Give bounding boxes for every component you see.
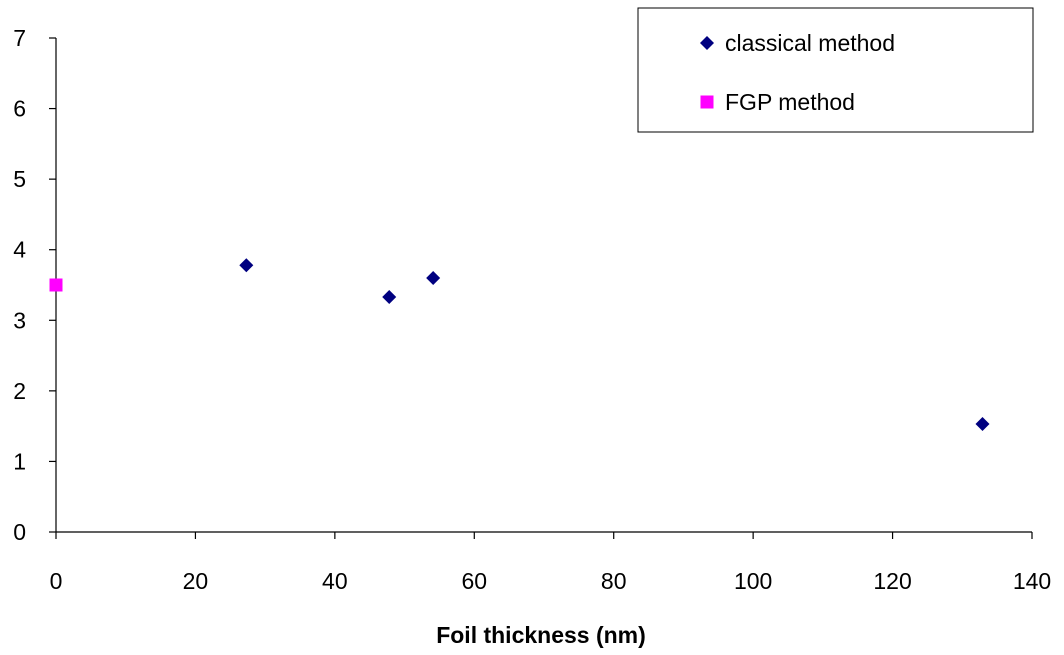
y-tick-label: 3	[13, 307, 26, 333]
fgp-method-point	[49, 278, 63, 292]
legend-box	[637, 7, 1034, 133]
x-tick-label: 120	[873, 568, 911, 594]
x-tick-label: 60	[461, 568, 487, 594]
classical-method-point	[239, 258, 254, 273]
legend: classical method FGP method	[637, 7, 1034, 133]
x-tick-label: 20	[183, 568, 209, 594]
classical-method-point	[975, 417, 990, 432]
y-tick-label: 5	[13, 166, 26, 192]
x-tick-label: 40	[322, 568, 348, 594]
y-tick-label: 4	[13, 237, 26, 263]
x-ticks: 0 20 40 60 80 100 120 140	[50, 532, 1051, 594]
y-tick-label: 1	[13, 448, 26, 474]
y-tick-label: 2	[13, 378, 26, 404]
classical-method-point	[382, 289, 397, 304]
data-points	[49, 258, 990, 432]
x-axis-title: Foil thickness (nm)	[436, 622, 646, 648]
x-tick-label: 0	[50, 568, 63, 594]
y-tick-label: 6	[13, 96, 26, 122]
classical-method-point	[426, 270, 441, 285]
legend-label: classical method	[725, 30, 895, 56]
x-tick-label: 100	[734, 568, 772, 594]
x-tick-label: 140	[1013, 568, 1051, 594]
y-tick-label: 7	[13, 25, 26, 51]
legend-label: FGP method	[725, 89, 855, 115]
legend-diamond-marker	[700, 36, 714, 50]
y-tick-label: 0	[13, 519, 26, 545]
legend-square-marker	[700, 95, 714, 109]
x-tick-label: 80	[601, 568, 627, 594]
y-ticks: 0 1 2 3 4 5 6 7	[13, 25, 56, 545]
